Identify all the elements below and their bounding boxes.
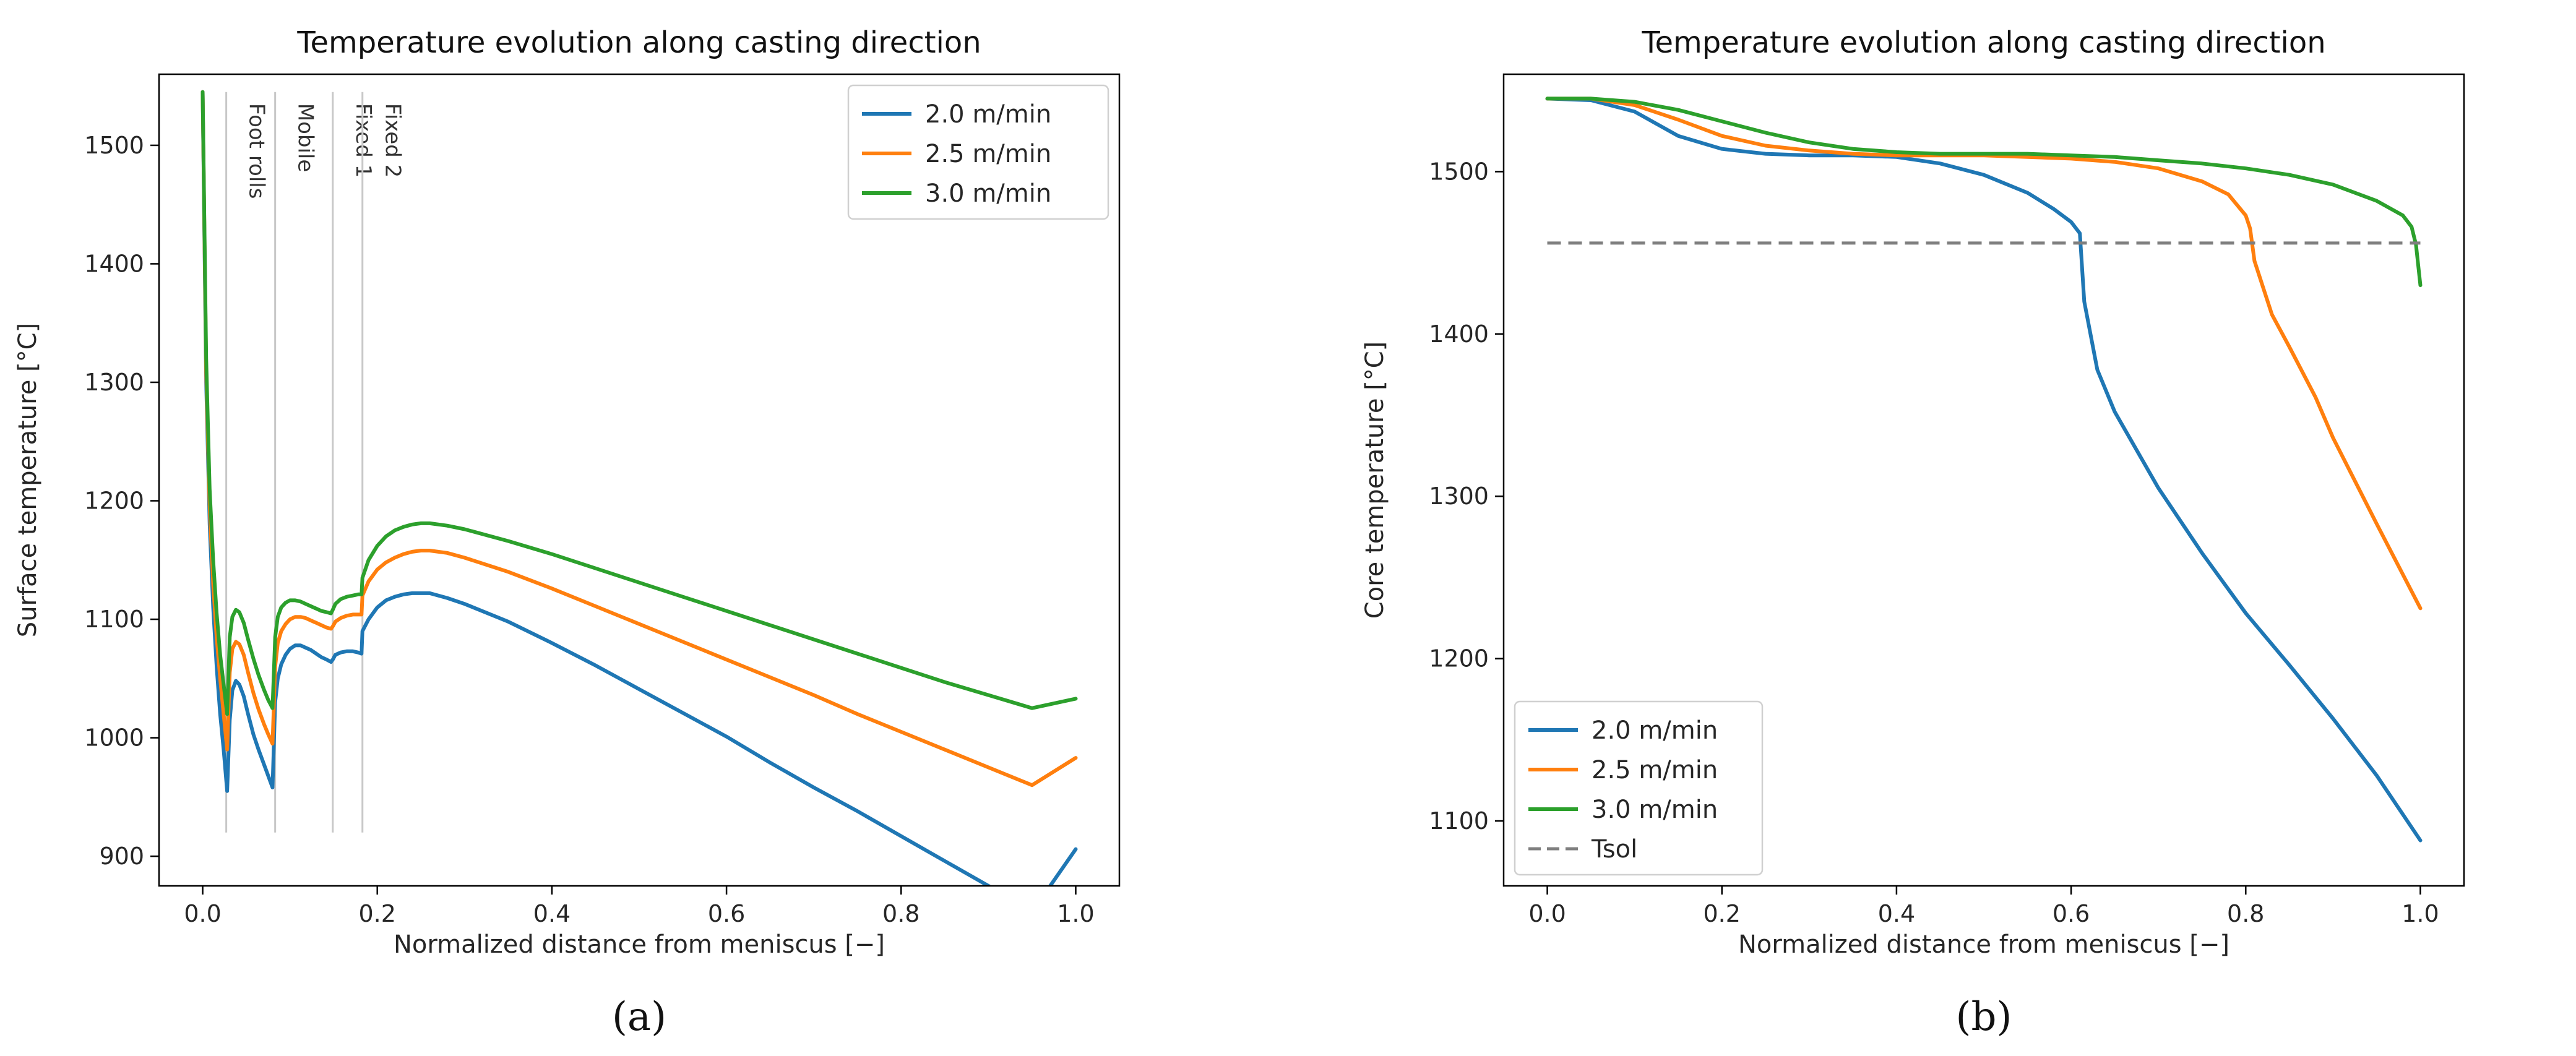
legend-b: 2.0 m/min 2.5 m/min 3.0 m/min Tsol: [1514, 700, 1764, 876]
y-tick-label-a: 1000: [84, 724, 144, 752]
chart-panel-b: Temperature evolution along casting dire…: [1361, 25, 2465, 1040]
series-line-b: [1545, 97, 2423, 843]
annotation-label-a: Foot rolls: [244, 103, 269, 199]
x-tick-label-b: 0.6: [2053, 900, 2090, 927]
legend-entry-a: 2.0 m/min: [925, 100, 1051, 129]
x-tick-label-a: 0.8: [882, 900, 920, 927]
y-tick-label-a: 1100: [84, 606, 144, 633]
y-tick-label-b: 1300: [1429, 483, 1489, 510]
chart-title-a: Temperature evolution along casting dire…: [296, 25, 981, 60]
y-tick-label-a: 1400: [84, 250, 144, 277]
y-tick-label-a: 1200: [84, 487, 144, 515]
y-axis-label-a: Surface temperature [°C]: [14, 323, 42, 637]
annotation-label-a: Mobile: [293, 103, 318, 173]
legend-entry-b: 2.5 m/min: [1592, 756, 1718, 784]
legend-entry-b: 2.0 m/min: [1592, 716, 1718, 745]
y-tick-label-b: 1500: [1429, 158, 1489, 185]
panel-label-a: (a): [612, 994, 666, 1040]
legend-entry-b: Tsol: [1591, 835, 1637, 864]
series-line-b: [1545, 97, 2423, 288]
series-line-a: [200, 90, 1078, 788]
x-tick-label-a: 0.4: [533, 900, 571, 927]
x-tick-label-b: 0.2: [1704, 900, 1741, 927]
x-tick-label-a: 0.0: [184, 900, 221, 927]
x-tick-label-a: 0.2: [359, 900, 396, 927]
x-axis-label-a: Normalized distance from meniscus [−]: [394, 930, 885, 959]
y-tick-label-a: 1300: [84, 369, 144, 396]
plot-area-b: 0.0 0.2 0.4 0.6 0.8 1.0 1100 1200 1300 1400 1500 2.…: [1429, 97, 2439, 927]
y-tick-label-a: 1500: [84, 132, 144, 159]
y-tick-label-a: 900: [99, 843, 144, 870]
x-tick-label-a: 1.0: [1057, 900, 1094, 927]
y-tick-label-b: 1400: [1429, 320, 1489, 348]
y-tick-label-b: 1200: [1429, 645, 1489, 672]
chart-panel-a: Temperature evolution along casting dire…: [14, 25, 1121, 1040]
x-tick-label-b: 0.0: [1528, 900, 1566, 927]
legend-entry-a: 3.0 m/min: [925, 179, 1051, 208]
panel-label-b: (b): [1956, 994, 2012, 1040]
y-axis-label-b: Core temperature [°C]: [1361, 341, 1389, 619]
x-tick-label-a: 0.6: [708, 900, 745, 927]
annotation-label-a: Fixed 2: [381, 103, 405, 178]
x-axis-label-b: Normalized distance from meniscus [−]: [1738, 930, 2229, 959]
legend-entry-a: 2.5 m/min: [925, 140, 1051, 168]
y-tick-label-b: 1100: [1429, 807, 1489, 835]
x-tick-label-b: 1.0: [2402, 900, 2439, 927]
legend-a: 2.0 m/min 2.5 m/min 3.0 m/min: [847, 84, 1109, 220]
series-line-b: [1545, 97, 2423, 611]
plot-frame-b: [1502, 73, 2465, 887]
x-tick-label-b: 0.4: [1878, 900, 1915, 927]
series-line-a: [200, 90, 1078, 886]
chart-title-b: Temperature evolution along casting dire…: [1641, 25, 2325, 60]
legend-entry-b: 3.0 m/min: [1592, 796, 1718, 824]
plot-frame-a: [158, 73, 1121, 887]
plot-area-a: 0.0 0.2 0.4 0.6 0.8 1.0 900 1000 1100 1200 1300 140…: [84, 84, 1109, 927]
x-tick-label-b: 0.8: [2227, 900, 2264, 927]
series-line-a: [200, 90, 1078, 716]
